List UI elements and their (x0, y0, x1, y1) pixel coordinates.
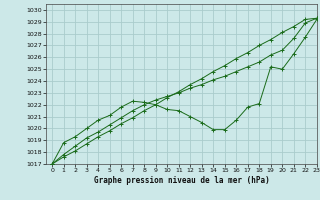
X-axis label: Graphe pression niveau de la mer (hPa): Graphe pression niveau de la mer (hPa) (94, 176, 269, 185)
